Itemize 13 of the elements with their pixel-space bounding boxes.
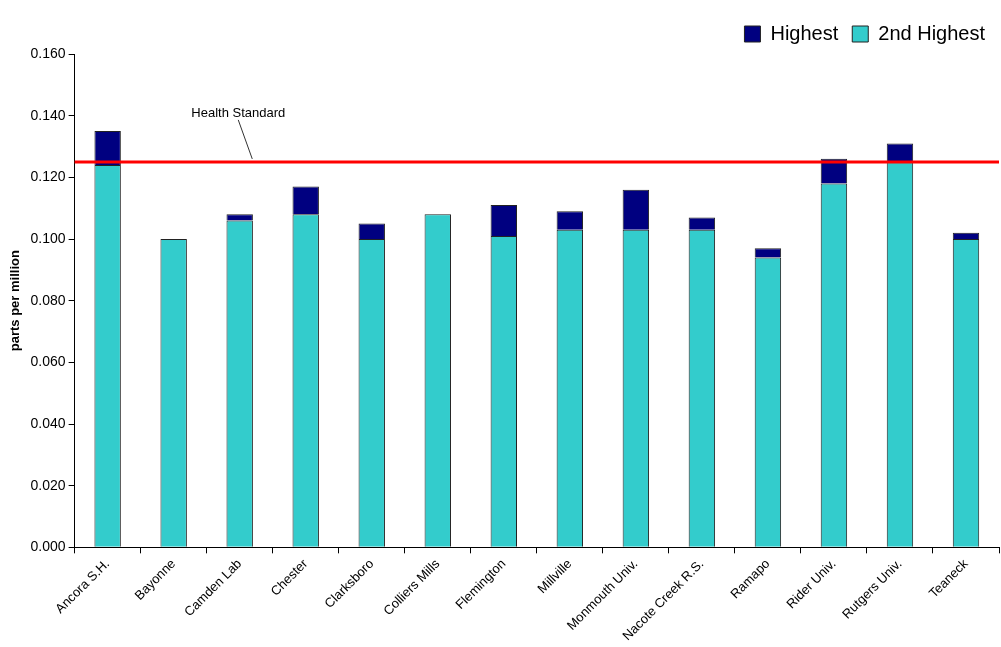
ref-line-label: Health Standard [191,105,286,120]
y-tick-label: 0.140 [30,106,66,123]
y-axis-title: parts per million [7,250,23,352]
y-tick-label: 0.080 [30,291,66,308]
y-tick-label: 0.060 [30,353,66,370]
y-tick-label: 0.160 [30,44,66,61]
y-tick-label: 0.040 [30,414,66,431]
y-tick-label: 0.120 [30,168,66,185]
y-tick-label: 0.020 [30,476,66,493]
y-tick-label: 0.000 [30,538,66,555]
legend-label: Highest [770,21,839,44]
legend-label: 2nd Highest [878,21,986,44]
y-tick-label: 0.100 [30,229,66,246]
